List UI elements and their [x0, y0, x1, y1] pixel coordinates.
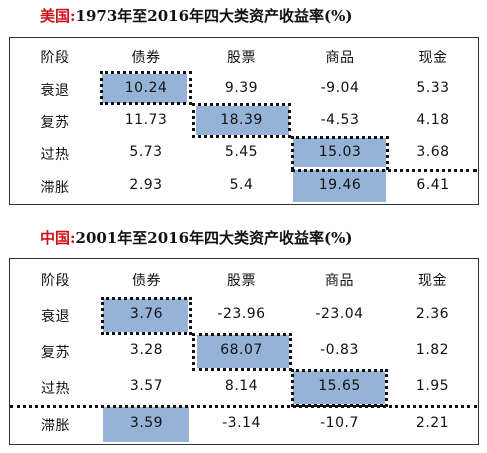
us-header-stage: 阶段: [40, 50, 70, 66]
us-dotted-outline-overheat: [291, 136, 389, 170]
cn-title-text: 2001年至2016年四大类资产收益率(%): [75, 229, 353, 247]
cn-header-stage: 阶段: [41, 273, 70, 289]
cn-title-country: 中国:: [40, 229, 76, 247]
us-table-title: 美国:1973年至2016年四大类资产收益率(%): [40, 4, 353, 28]
cn-highlight-recovery-stock: [197, 335, 289, 368]
cn-value-cell: -10.7: [320, 415, 359, 431]
cn-highlight-overheat-commodity: [293, 371, 385, 404]
cn-table-title: 中国:2001年至2016年四大类资产收益率(%): [40, 226, 353, 250]
cn-value-cell: 3.59: [129, 415, 164, 431]
us-value-cell: 5.45: [224, 144, 259, 160]
cn-highlight-stagflation-bond: [103, 407, 189, 442]
cn-value-cell: -3.14: [222, 415, 261, 431]
us-dotted-outline-recovery: [192, 103, 291, 138]
cn-value-cell: -23.96: [217, 306, 266, 322]
us-value-cell: 11.73: [124, 112, 168, 128]
us-title-text: 1973年至2016年四大类资产收益率(%): [75, 7, 353, 25]
cn-stage-label: 滞胀: [41, 418, 70, 434]
us-value-cell: 3.68: [416, 144, 450, 160]
us-header-bond: 债券: [131, 50, 161, 66]
us-stage-label: 过热: [40, 147, 70, 163]
cn-stage-label: 过热: [41, 381, 70, 397]
us-value-cell: 19.46: [318, 177, 362, 193]
us-stage-label: 衰退: [40, 83, 70, 99]
cn-value-cell: 2.36: [415, 306, 450, 322]
us-value-cell: 10.24: [124, 80, 168, 96]
cn-header-stock: 股票: [227, 273, 256, 289]
us-value-cell: -4.53: [320, 112, 360, 128]
cn-value-cell: 2.21: [415, 415, 450, 431]
cn-value-cell: 8.14: [224, 378, 259, 394]
us-value-cell: 2.93: [129, 177, 163, 193]
cn-stage-label: 复苏: [41, 345, 70, 361]
cn-highlight-recession-bond: [103, 299, 188, 332]
us-highlight-recession-bond: [102, 74, 187, 103]
cn-stage-label: 衰退: [41, 309, 70, 325]
cn-value-cell: 3.28: [129, 342, 164, 358]
us-returns-table: 阶段 债券 股票 商品 现金 衰退 10.24 9.39 -9.04 5.33 …: [9, 37, 479, 205]
cn-header-commodity: 商品: [325, 273, 354, 289]
us-stage-label: 复苏: [40, 115, 70, 131]
cn-header-cash: 现金: [418, 273, 447, 289]
us-highlight-stagflation-commodity: [293, 170, 386, 202]
us-header-stock: 股票: [227, 50, 256, 66]
cn-value-cell: -0.83: [320, 342, 359, 358]
cn-dotted-outline-recession: [101, 297, 192, 335]
us-value-cell: 5.4: [229, 177, 254, 193]
us-dotted-outline-stagflation: [291, 169, 477, 204]
us-value-cell: -9.04: [320, 80, 360, 96]
cn-dotted-outline-recovery: [192, 333, 292, 371]
cn-value-cell: 68.07: [220, 342, 263, 358]
us-value-cell: 18.39: [220, 112, 263, 128]
cn-dotted-outline-stagflation: [10, 405, 477, 444]
cn-header-bond: 债券: [132, 273, 161, 289]
us-value-cell: 5.73: [129, 144, 163, 160]
us-value-cell: 6.41: [416, 177, 450, 193]
us-stage-label: 滞胀: [40, 180, 70, 196]
cn-value-cell: 1.82: [415, 342, 450, 358]
us-highlight-recovery-stock: [196, 106, 289, 135]
cn-value-cell: 3.57: [129, 378, 164, 394]
cn-value-cell: 1.95: [415, 378, 450, 394]
us-header-commodity: 商品: [325, 50, 355, 66]
cn-returns-table: 阶段 债券 股票 商品 现金 衰退 3.76 -23.96 -23.04 2.3…: [9, 258, 479, 445]
us-title-country: 美国:: [40, 7, 76, 25]
cn-value-cell: 3.76: [129, 306, 164, 322]
cn-value-cell: -23.04: [315, 306, 364, 322]
us-value-cell: 15.03: [318, 144, 362, 160]
us-value-cell: 9.39: [224, 80, 259, 96]
us-value-cell: 5.33: [416, 80, 450, 96]
us-highlight-overheat-commodity: [293, 138, 386, 167]
us-dotted-outline-recession: [100, 71, 192, 105]
cn-value-cell: 15.65: [318, 378, 361, 394]
us-value-cell: 4.18: [416, 112, 450, 128]
us-header-cash: 现金: [418, 50, 448, 66]
